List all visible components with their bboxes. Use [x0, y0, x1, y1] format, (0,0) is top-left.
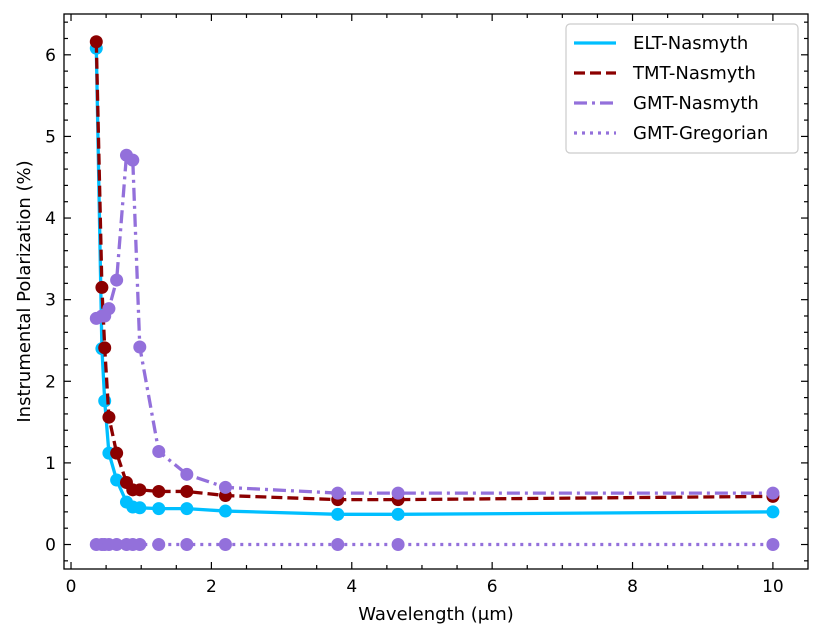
x-tick-label: 4: [346, 577, 357, 597]
series-gmt-nasmyth: [89, 148, 780, 500]
data-point: [331, 538, 345, 552]
legend-label-gmt-nasmyth: GMT-Nasmyth: [633, 93, 759, 114]
plot-frame: [63, 13, 809, 570]
data-point: [152, 538, 166, 552]
data-point: [391, 486, 405, 500]
data-point: [180, 467, 194, 481]
data-point: [89, 35, 103, 49]
data-point: [152, 502, 166, 516]
series-gmt-gregorian: [89, 538, 780, 552]
y-tick-label: 5: [45, 127, 56, 147]
series-line-gmt-nasmyth: [95, 153, 773, 495]
y-tick-label: 6: [45, 46, 56, 66]
data-point: [331, 486, 345, 500]
data-point: [133, 501, 147, 515]
data-point: [218, 538, 232, 552]
legend-label-gmt-gregorian: GMT-Gregorian: [633, 123, 768, 144]
data-point: [766, 486, 780, 500]
data-point: [110, 273, 124, 287]
data-point: [766, 538, 780, 552]
y-tick-label: 2: [45, 372, 56, 392]
data-point: [152, 484, 166, 498]
data-point: [133, 538, 147, 552]
data-point: [110, 538, 124, 552]
data-point: [391, 507, 405, 521]
x-tick-label: 0: [66, 577, 77, 597]
y-tick-label: 3: [45, 291, 56, 311]
data-point: [180, 502, 194, 516]
data-point: [110, 446, 124, 460]
data-point: [766, 505, 780, 519]
data-point: [133, 483, 147, 497]
data-point: [391, 538, 405, 552]
y-tick-label: 4: [45, 209, 56, 229]
data-point: [331, 507, 345, 521]
data-point: [102, 302, 116, 316]
x-tick-label: 6: [487, 577, 498, 597]
data-point: [95, 280, 109, 294]
series-layer: [89, 35, 780, 552]
legend-label-elt-nasmyth: ELT-Nasmyth: [633, 33, 748, 54]
legend-box: [565, 23, 799, 154]
data-point: [133, 340, 147, 354]
data-point: [180, 538, 194, 552]
data-point: [180, 484, 194, 498]
data-point: [152, 444, 166, 458]
y-axis-title: Instrumental Polarization (%): [14, 160, 35, 422]
x-tick-label: 8: [627, 577, 638, 597]
legend: ELT-Nasmyth TMT-Nasmyth GMT-Nasmyth GMT-Gre…: [565, 23, 799, 154]
data-point: [110, 473, 124, 487]
data-point: [218, 480, 232, 494]
data-point: [102, 410, 116, 424]
x-axis-title: Wavelength (μm): [358, 604, 514, 625]
data-point: [98, 341, 112, 355]
x-tick-label: 2: [206, 577, 217, 597]
x-tick-label: 10: [762, 577, 784, 597]
y-tick-label: 0: [45, 536, 56, 556]
y-tick-label: 1: [45, 454, 56, 474]
legend-label-tmt-nasmyth: TMT-Nasmyth: [632, 63, 756, 84]
axes-layer: 0 2 4 6 8 10 0 1 2 3 4 5 6 Wavelength (μm) Instrumenta…: [14, 13, 809, 625]
data-point: [126, 153, 140, 167]
data-point: [218, 504, 232, 518]
